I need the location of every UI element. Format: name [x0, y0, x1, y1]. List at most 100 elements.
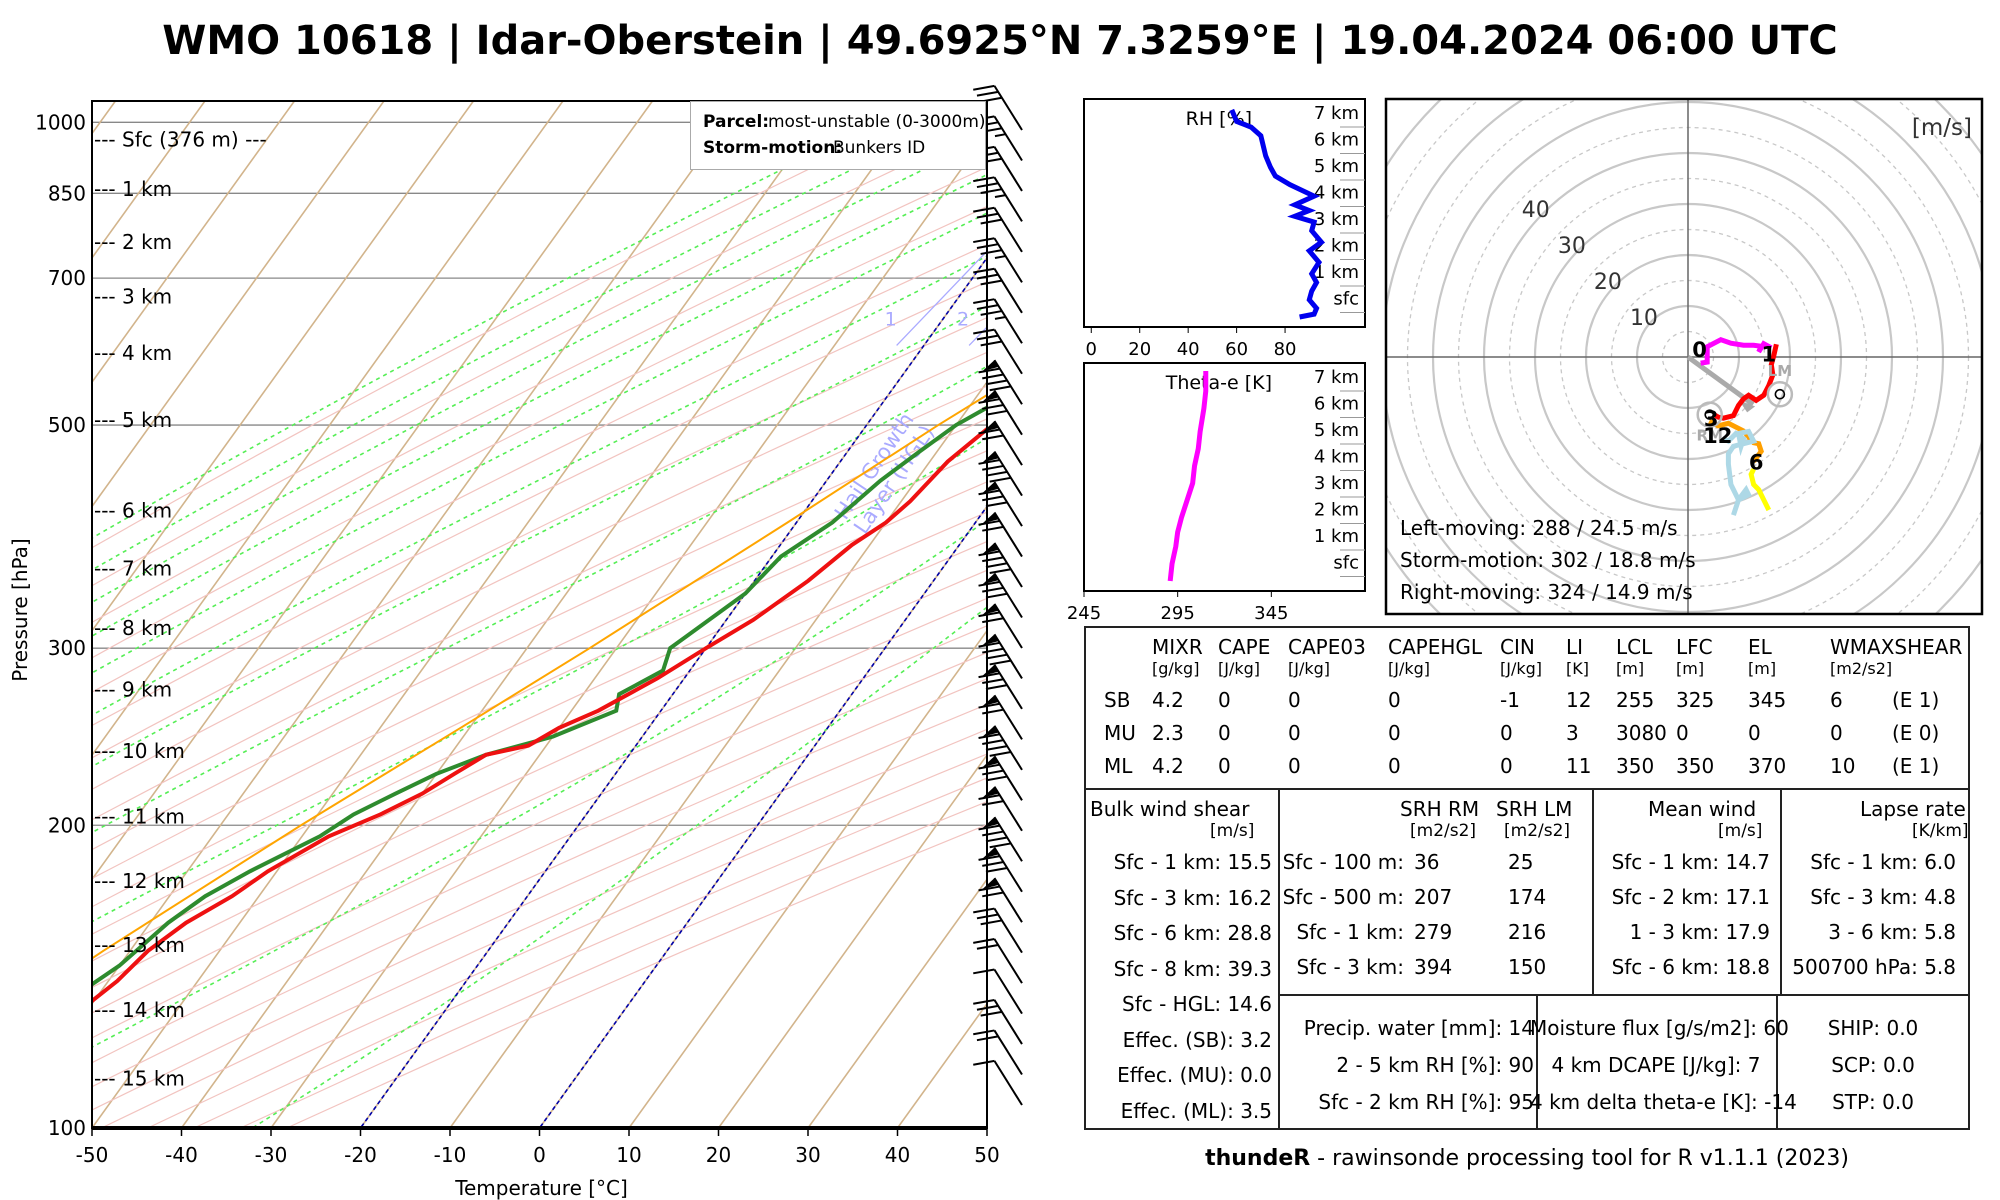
barb-half: [994, 255, 1006, 259]
dry-adiabat: [92, 703, 987, 1111]
hodo-ring-label: 40: [1522, 198, 1550, 223]
height-label: --- 7 km: [94, 557, 172, 581]
lapse-rate-row: Sfc - 1 km: 6.0: [1810, 850, 1956, 874]
isotherm: [717, 753, 987, 1128]
height-label: --- 11 km: [94, 805, 185, 829]
barb-full: [989, 385, 1012, 392]
barb-full: [980, 218, 1003, 225]
dry-adiabat: [92, 101, 951, 549]
rh-panel: 7 km 6 km 5 km 4 km 3 km 2 km 1 km sfc RH [%] 0 20…: [1083, 98, 1366, 360]
barb-full: [985, 775, 1008, 782]
barb-flag: [982, 573, 999, 585]
barb-full: [982, 861, 1004, 867]
height-label: --- 3 km: [94, 285, 172, 309]
barb-staff: [993, 694, 1023, 740]
hodo-height-marker: 3: [1704, 407, 1719, 431]
wind-barb: [973, 998, 1023, 1045]
barb-flag: [982, 878, 999, 890]
dry-adiabat: [92, 166, 987, 624]
thetae-panel-x-tick-label: 345: [1254, 603, 1288, 624]
barb-staff: [993, 115, 1023, 161]
hodo-ring-label: 20: [1594, 270, 1622, 295]
barb-full: [980, 310, 1003, 316]
composite-row: STP: 0.0: [1832, 1090, 1914, 1114]
height-label: --- 6 km: [94, 499, 172, 523]
moisture-row: Precip. water [mm]: 14: [1303, 1016, 1534, 1040]
rh-panel-height-label: 5 km: [1314, 156, 1359, 177]
mean-wind-row: 1 - 3 km: 17.9: [1629, 920, 1770, 944]
thetae-panel-height-label: 5 km: [1314, 420, 1359, 441]
wind-barb: [973, 84, 1023, 131]
barb-full: [985, 684, 1008, 690]
param-header: CAPE: [1218, 635, 1271, 659]
storm-motion-vector: [1686, 354, 1755, 407]
barb-full: [978, 519, 1000, 526]
param-value: 345: [1748, 688, 1787, 712]
barb-full: [980, 96, 1003, 103]
moist-adiabat: [92, 212, 987, 674]
srh-lm-title: SRH LM: [1496, 797, 1573, 821]
y-tick-label: 200: [48, 813, 86, 837]
mixing-ratio-label: 2: [957, 308, 969, 330]
x-tick-label: -30: [255, 1143, 288, 1167]
barb-flag: [982, 786, 999, 798]
barb-full: [976, 212, 999, 219]
barb-staff: [993, 816, 1023, 862]
barb-staff: [993, 603, 1023, 649]
barb-full: [976, 90, 999, 97]
barb-flag: [982, 664, 999, 676]
barb-staff: [993, 999, 1023, 1045]
bulk-shear-unit: [m/s]: [1210, 821, 1255, 841]
thetae-panel-frame: [1083, 362, 1366, 592]
srh-lm-value: 25: [1508, 850, 1534, 874]
barb-staff: [993, 938, 1023, 984]
barb-flag: [982, 725, 999, 737]
dry-adiabat: [92, 316, 987, 759]
barb-staff: [993, 847, 1023, 893]
dry-adiabat: [92, 540, 987, 962]
param-header: LI: [1566, 635, 1584, 659]
barb-full: [973, 237, 995, 244]
dry-adiabat: [92, 625, 987, 1039]
barb-flag: [982, 512, 999, 524]
hodo-segment: [1722, 428, 1758, 516]
isotherm: [628, 629, 987, 1128]
thetae-panel: 7 km 6 km 5 km 4 km 3 km 2 km 1 km sfc Theta-e […: [1067, 362, 1366, 624]
dewpoint-line: [92, 405, 987, 987]
x-tick-label: 40: [885, 1143, 910, 1167]
dry-adiabat: [92, 281, 987, 727]
dry-adiabat: [92, 651, 987, 1064]
moist-adiabat: [92, 137, 987, 604]
barb-staff: [993, 755, 1023, 801]
isotherm: [92, 101, 385, 508]
height-label: --- 2 km: [94, 230, 172, 254]
barb-full: [982, 586, 1004, 593]
barb-full: [978, 733, 1000, 740]
barb-full: [982, 800, 1004, 806]
param-value: 325: [1676, 688, 1715, 712]
wind-barb: [978, 816, 1023, 862]
param-value: 12: [1566, 688, 1592, 712]
wind-barb: [978, 481, 1023, 527]
param-value: 4.2: [1152, 688, 1184, 712]
hodo-segment: [1711, 343, 1779, 421]
wind-barb: [978, 572, 1023, 619]
mean-wind-row: Sfc - 1 km: 14.7: [1611, 850, 1770, 874]
hodo-height-marker: 1: [1761, 342, 1776, 366]
moist-adiabat: [92, 255, 987, 717]
x-tick-label: -40: [165, 1143, 198, 1167]
x-tick-label: 10: [616, 1143, 641, 1167]
hodo-unit-label: [m/s]: [1912, 115, 1972, 141]
dry-adiabat: [92, 125, 987, 587]
barb-staff: [993, 359, 1023, 405]
flux-row: 4 km DCAPE [J/kg]: 7: [1551, 1053, 1761, 1077]
mean-wind-row: Sfc - 2 km: 17.1: [1611, 885, 1770, 909]
barb-full: [976, 913, 999, 920]
barb-flag: [982, 634, 999, 646]
hgl-boundary-line: [538, 505, 987, 1128]
x-tick-label: -20: [344, 1143, 377, 1167]
wind-barb: [978, 633, 1023, 679]
y-tick-label: 300: [48, 636, 86, 660]
barb-staff: [993, 908, 1023, 954]
barb-full: [978, 824, 1000, 831]
